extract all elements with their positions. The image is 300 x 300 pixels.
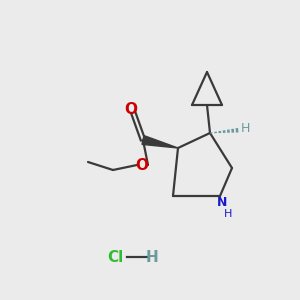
Text: Cl: Cl xyxy=(107,250,123,265)
Text: O: O xyxy=(136,158,148,173)
Text: O: O xyxy=(124,101,137,116)
Text: N: N xyxy=(217,196,227,209)
Text: H: H xyxy=(146,250,158,265)
Text: H: H xyxy=(240,122,250,136)
Text: H: H xyxy=(224,209,232,219)
Polygon shape xyxy=(142,136,178,148)
